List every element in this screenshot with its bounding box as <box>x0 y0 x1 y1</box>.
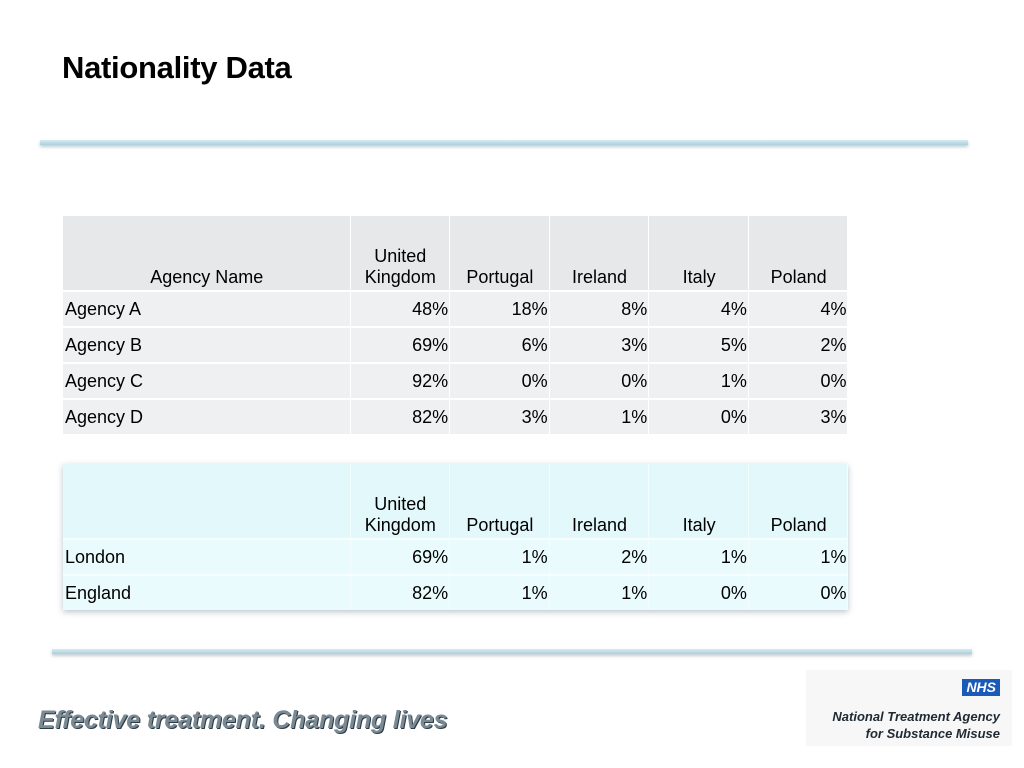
nhs-badge: NHS <box>962 679 1000 696</box>
table-row: Agency B 69% 6% 3% 5% 2% <box>63 326 849 363</box>
percent-cell: 1% <box>748 538 849 575</box>
percent-cell: 3% <box>748 398 849 434</box>
percent-cell: 1% <box>648 538 749 575</box>
percent-cell: 0% <box>748 362 849 399</box>
row-label-cell: Agency D <box>63 398 351 434</box>
region-nationality-table: United Kingdom Portugal Ireland Italy Poland… <box>63 464 849 610</box>
table-row: Agency A 48% 18% 8% 4% 4% <box>63 290 849 327</box>
column-header: Agency Name <box>63 216 351 291</box>
page-title: Nationality Data <box>62 50 292 85</box>
percent-cell: 3% <box>549 326 650 363</box>
column-header: United Kingdom <box>350 464 451 539</box>
org-name: National Treatment Agency for Substance … <box>832 708 1000 742</box>
org-name-line1: National Treatment Agency <box>832 709 1000 724</box>
percent-cell: 8% <box>549 290 650 327</box>
bottom-divider <box>52 649 972 654</box>
column-header: Ireland <box>549 216 650 291</box>
column-header: Italy <box>648 464 749 539</box>
column-header: Ireland <box>549 464 650 539</box>
column-header: Poland <box>748 216 849 291</box>
table-header-row: Agency Name United Kingdom Portugal Ireland… <box>63 216 849 291</box>
percent-cell: 5% <box>648 326 749 363</box>
table-header-row: United Kingdom Portugal Ireland Italy Poland <box>63 464 849 539</box>
percent-cell: 0% <box>748 574 849 610</box>
percent-cell: 1% <box>449 538 550 575</box>
percent-cell: 4% <box>648 290 749 327</box>
row-label-cell: Agency B <box>63 326 351 363</box>
percent-cell: 1% <box>549 574 650 610</box>
table-body: London 69% 1% 2% 1% 1% England 82% 1% 1% 0% 0% <box>63 538 849 610</box>
column-header: United Kingdom <box>350 216 451 291</box>
percent-cell: 0% <box>549 362 650 399</box>
percent-cell: 2% <box>549 538 650 575</box>
percent-cell: 1% <box>648 362 749 399</box>
percent-cell: 4% <box>748 290 849 327</box>
percent-cell: 1% <box>449 574 550 610</box>
column-header: Portugal <box>449 216 550 291</box>
table-row: Agency C 92% 0% 0% 1% 0% <box>63 362 849 399</box>
top-divider <box>40 140 968 145</box>
percent-cell: 69% <box>350 538 451 575</box>
nta-logo: NHS National Treatment Agency for Substa… <box>806 670 1012 746</box>
percent-cell: 82% <box>350 398 451 434</box>
table-row: Agency D 82% 3% 1% 0% 3% <box>63 398 849 434</box>
column-header: Portugal <box>449 464 550 539</box>
percent-cell: 1% <box>549 398 650 434</box>
row-label-cell: Agency A <box>63 290 351 327</box>
percent-cell: 0% <box>648 398 749 434</box>
column-header: Poland <box>748 464 849 539</box>
column-header: Italy <box>648 216 749 291</box>
row-label-cell: Agency C <box>63 362 351 399</box>
percent-cell: 2% <box>748 326 849 363</box>
row-label-cell: England <box>63 574 351 610</box>
percent-cell: 92% <box>350 362 451 399</box>
agency-nationality-table: Agency Name United Kingdom Portugal Ireland… <box>63 216 849 434</box>
percent-cell: 6% <box>449 326 550 363</box>
percent-cell: 0% <box>648 574 749 610</box>
column-header <box>63 464 351 539</box>
percent-cell: 18% <box>449 290 550 327</box>
table-row: London 69% 1% 2% 1% 1% <box>63 538 849 575</box>
table-row: England 82% 1% 1% 0% 0% <box>63 574 849 610</box>
percent-cell: 82% <box>350 574 451 610</box>
percent-cell: 48% <box>350 290 451 327</box>
row-label-cell: London <box>63 538 351 575</box>
percent-cell: 3% <box>449 398 550 434</box>
tagline: Effective treatment. Changing lives <box>38 706 448 734</box>
percent-cell: 0% <box>449 362 550 399</box>
org-name-line2: for Substance Misuse <box>865 726 1000 741</box>
table-body: Agency A 48% 18% 8% 4% 4% Agency B 69% 6% 3% 5% 2% A… <box>63 290 849 434</box>
percent-cell: 69% <box>350 326 451 363</box>
